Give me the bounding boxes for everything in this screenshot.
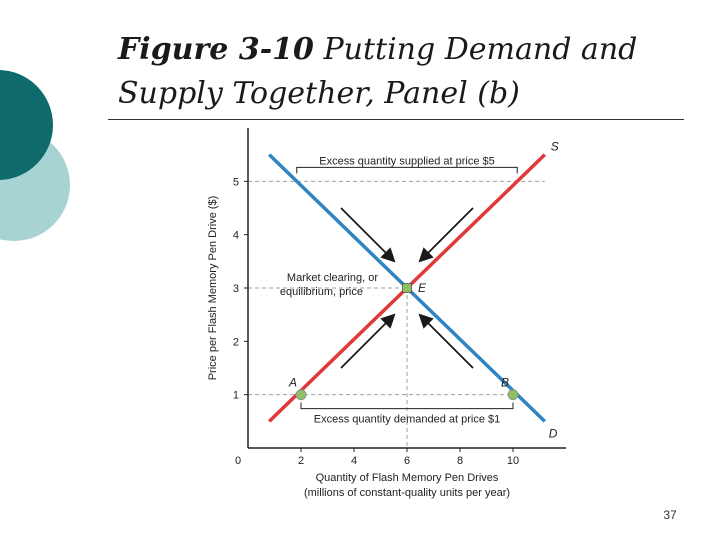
y-tick-label: 2 [233,336,239,348]
x-tick-label: 4 [351,455,357,467]
page-number: 37 [663,508,677,522]
slide-title: Figure 3-10 Putting Demand and Supply To… [118,28,678,116]
y-tick-label: 5 [233,176,239,188]
adjustment-arrow [418,313,474,369]
y-tick-label: 4 [233,230,239,242]
excess-supply-label: Excess quantity supplied at price $5 [319,155,495,167]
y-axis-title: Price per Flash Memory Pen Drive ($) [207,196,219,381]
excess-supply-bracket [296,166,518,174]
decorative-circle-dark [0,70,53,180]
figure-number: Figure 3-10 [118,32,314,67]
figure-caption: Putting Demand and Supply Together, Pane… [118,32,638,111]
adjustment-arrow [340,207,396,263]
x-axis-subtitle: (millions of constant-quality units per … [304,487,510,499]
excess-demand-bracket [300,402,514,410]
adjustment-arrow [418,207,474,263]
point-b [507,389,519,401]
y-tick-label: 3 [233,283,239,295]
point-b-label: B [501,376,509,390]
equilibrium-point [402,283,412,293]
title-underline [108,119,684,120]
y-tick-label: 1 [233,390,239,402]
excess-demand-label: Excess quantity demanded at price $1 [314,414,501,426]
x-tick-label: 8 [457,455,463,467]
origin-label: 0 [235,455,241,467]
point-e-label: E [418,281,427,295]
x-tick-label: 2 [298,455,304,467]
point-a [295,389,307,401]
supply-label: S [551,140,559,154]
x-axis-title: Quantity of Flash Memory Pen Drives [316,472,499,484]
point-a-label: A [288,376,297,390]
x-tick-label: 10 [507,455,519,467]
demand-label: D [549,426,558,440]
adjustment-arrow [340,313,396,369]
equilibrium-label-line2: equilibrium, price [280,286,363,298]
x-tick-label: 6 [404,455,410,467]
equilibrium-label-line1: Market clearing, or [287,272,378,284]
